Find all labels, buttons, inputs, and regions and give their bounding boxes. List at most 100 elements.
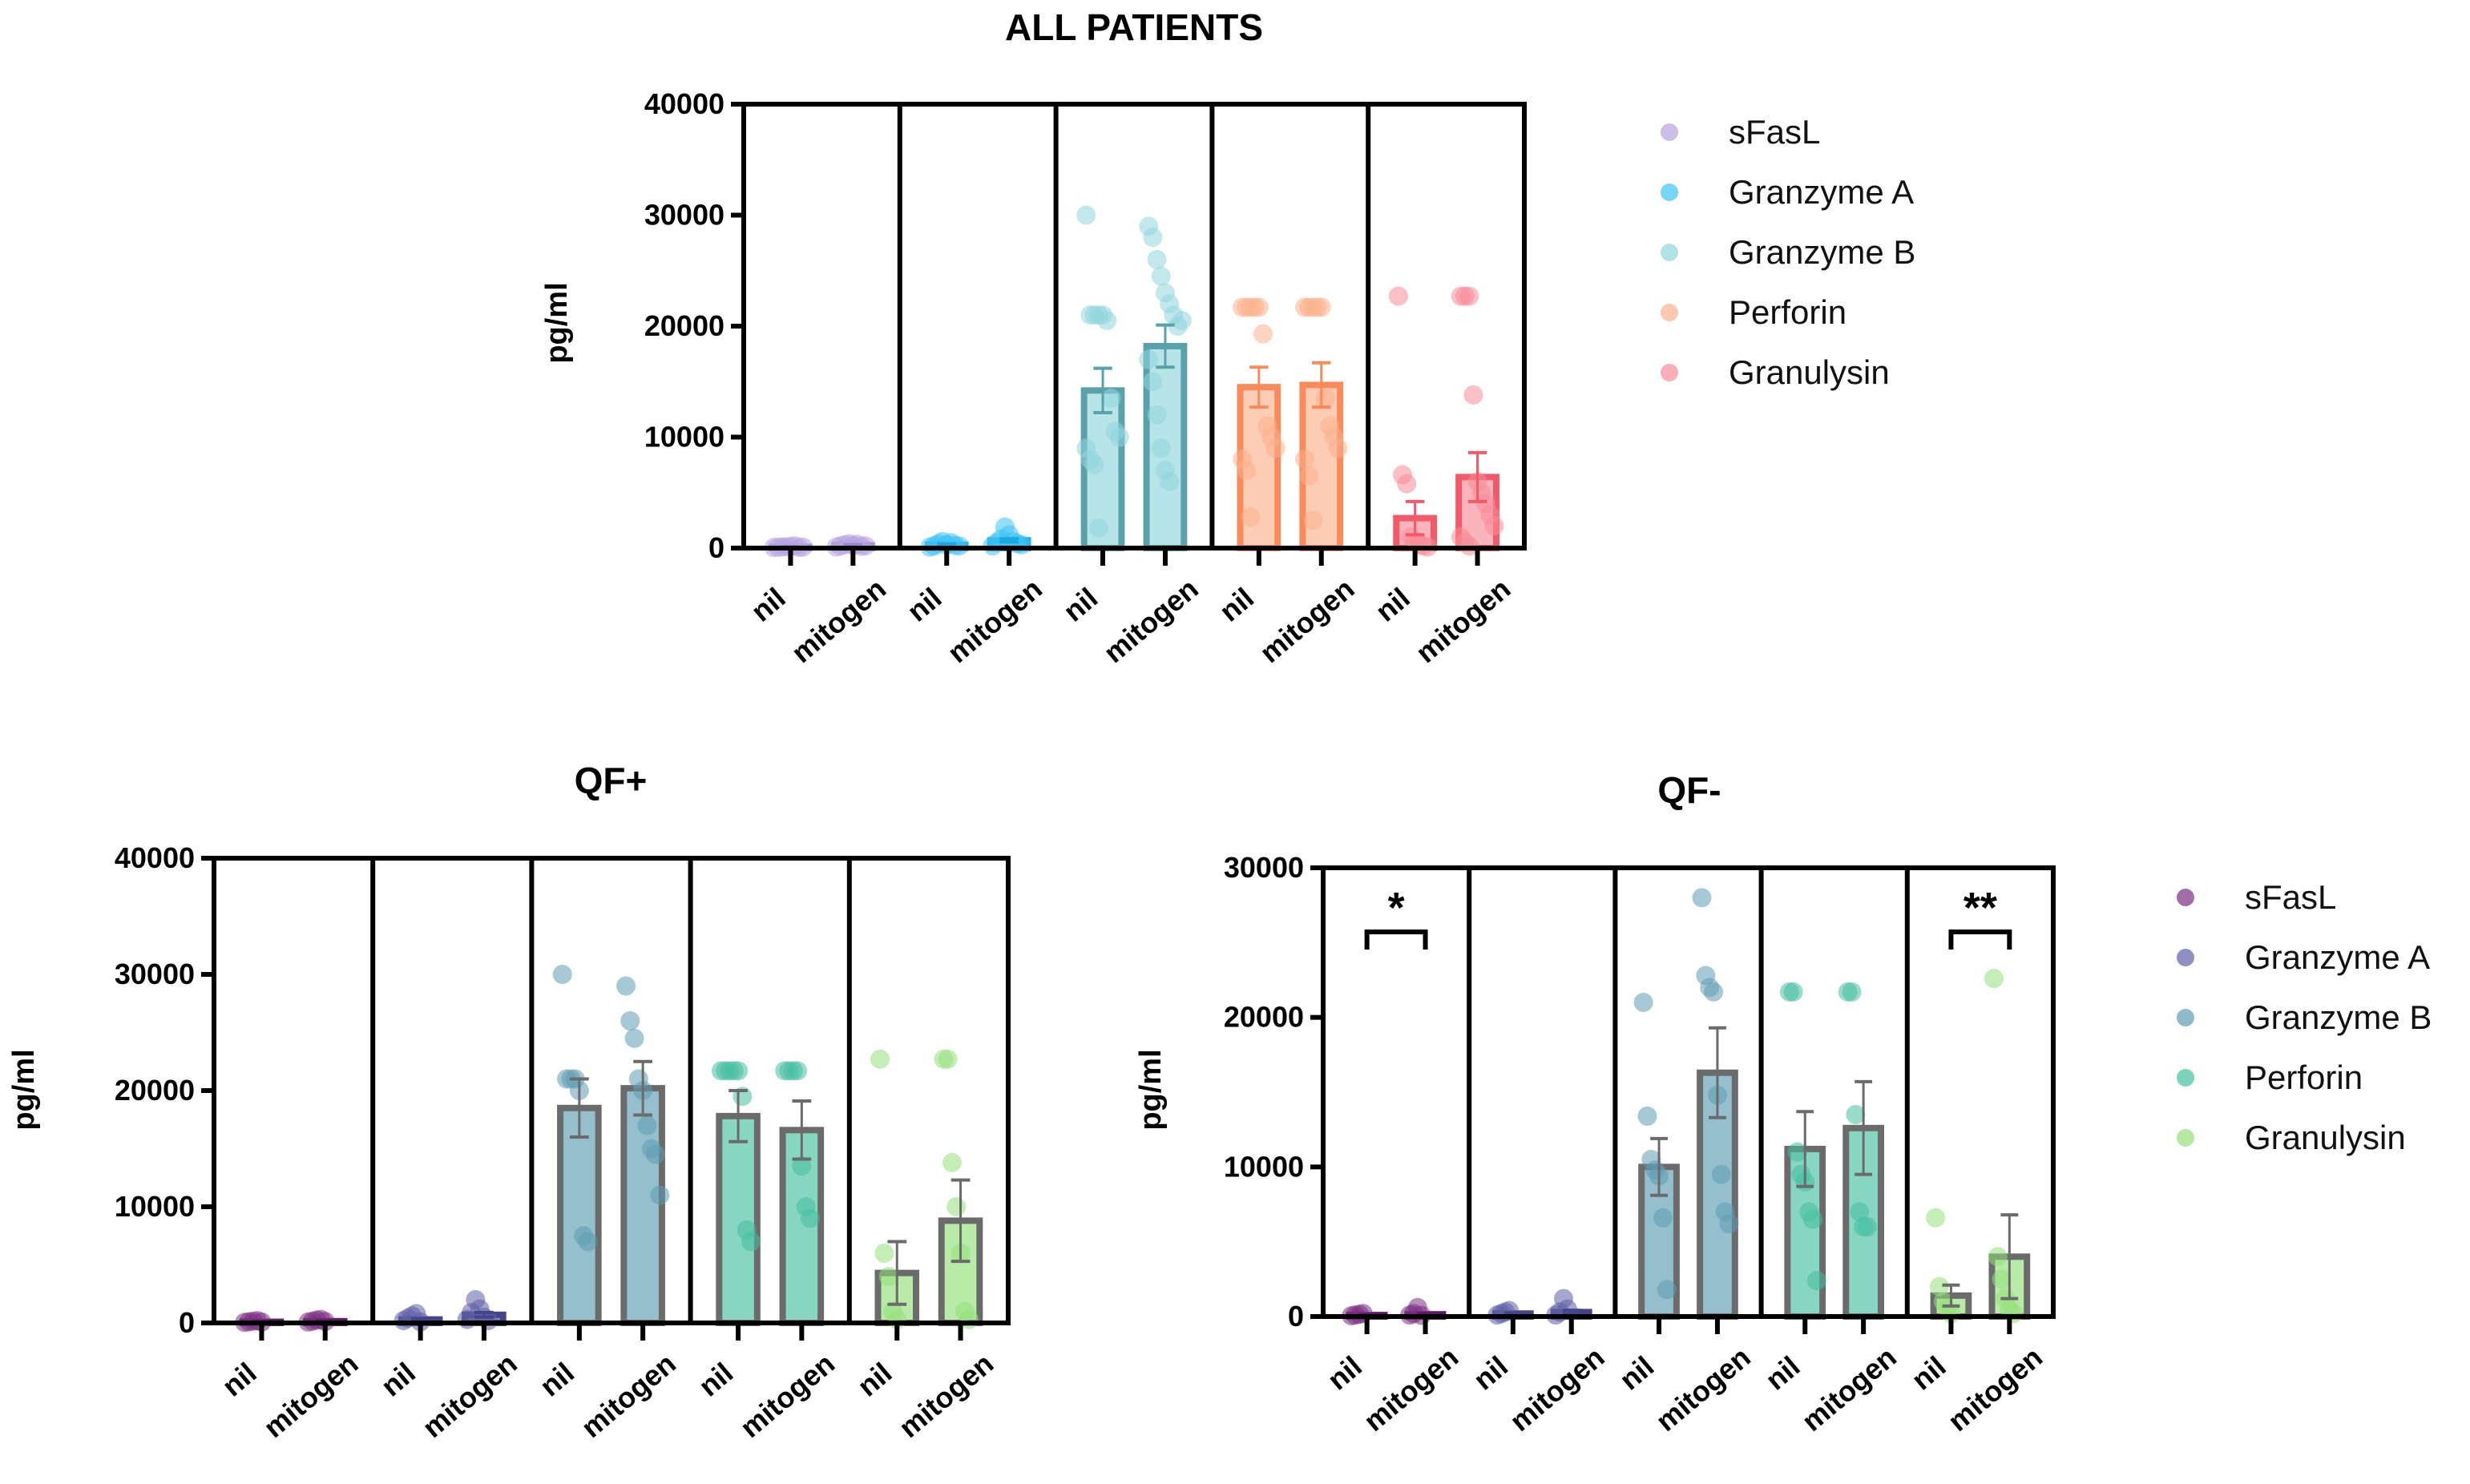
data-point [1172, 311, 1192, 331]
data-point [874, 1244, 894, 1263]
x-tick-label-mitogen: mitogen [1097, 572, 1205, 669]
legend-label: Perforin [1729, 293, 1846, 331]
x-tick-label-mitogen: mitogen [734, 1347, 841, 1444]
y-tick-label: 10000 [1224, 1150, 1304, 1183]
y-tick-label: 10000 [644, 421, 724, 454]
legend-label: Granulysin [2245, 1119, 2406, 1156]
y-tick-label: 10000 [115, 1190, 195, 1223]
legend-label: sFasL [1729, 113, 1820, 151]
significance-label: ** [1963, 884, 1997, 932]
legend-label: Granzyme B [2245, 998, 2432, 1036]
legend-marker [2177, 889, 2194, 906]
y-axis-label: pg/ml [540, 282, 574, 363]
y-tick-label: 0 [179, 1306, 195, 1339]
x-tick-label-nil: nil [901, 581, 948, 627]
data-point [1988, 1247, 2008, 1267]
x-tick-label-mitogen: mitogen [1253, 572, 1361, 669]
x-tick-label-nil: nil [692, 1356, 740, 1402]
significance-bracket [1948, 930, 2012, 950]
data-point [1315, 389, 1335, 409]
data-point [1463, 385, 1483, 405]
data-point [1147, 405, 1167, 425]
data-point [800, 1208, 820, 1228]
data-point [1328, 438, 1348, 458]
data-point [938, 1049, 958, 1069]
data-point [552, 965, 572, 984]
data-point [1303, 510, 1323, 530]
x-tick-label-mitogen: mitogen [416, 1347, 523, 1444]
data-point [1397, 474, 1417, 494]
data-point [650, 1185, 670, 1205]
y-tick-label: 40000 [115, 841, 195, 874]
y-tick-label: 20000 [1224, 1001, 1304, 1034]
chart-panel-0: ALL PATIENTS pg/ml 0 10000 20000 30000 40000 ni… [540, 6, 1915, 669]
data-point [1139, 349, 1159, 369]
data-point [1850, 1202, 1870, 1222]
bar-perforin-nil [716, 1112, 761, 1327]
x-tick-label-mitogen: mitogen [785, 572, 893, 669]
data-point [946, 1197, 967, 1216]
data-point [1704, 982, 1724, 1002]
data-point [1097, 311, 1117, 331]
data-point [1311, 297, 1331, 317]
legend-marker [1661, 123, 1678, 141]
y-tick-label: 20000 [115, 1074, 195, 1107]
x-tick-label-nil: nil [1369, 581, 1416, 627]
data-point [1241, 507, 1261, 527]
x-tick-label-mitogen: mitogen [1942, 1341, 2049, 1438]
y-tick-label: 0 [708, 531, 724, 564]
x-tick-label-nil: nil [745, 581, 792, 627]
data-point [1637, 1106, 1657, 1126]
data-point [1984, 969, 2004, 989]
data-point [1299, 466, 1319, 486]
data-point [1388, 286, 1408, 306]
y-tick-label: 40000 [644, 87, 724, 120]
significance-bracket [1364, 930, 1428, 950]
data-point [788, 1061, 808, 1081]
data-point [1657, 1280, 1677, 1300]
data-point [1249, 297, 1269, 317]
data-point [1151, 438, 1171, 458]
data-point [1992, 1269, 2012, 1289]
data-point [1787, 1142, 1807, 1162]
y-tick-label: 30000 [644, 199, 724, 232]
x-tick-label-mitogen: mitogen [575, 1347, 682, 1444]
data-point [1084, 455, 1104, 475]
data-point [1846, 1105, 1866, 1124]
x-tick-label-mitogen: mitogen [1503, 1341, 1611, 1438]
data-point [1857, 1217, 1877, 1236]
x-tick-label-nil: nil [374, 1356, 422, 1402]
x-tick-label-nil: nil [1213, 581, 1261, 627]
data-point [645, 1144, 665, 1164]
legend-label: Perforin [2245, 1059, 2363, 1096]
x-tick-label-nil: nil [1759, 1349, 1806, 1396]
data-point [942, 1152, 962, 1172]
data-point [870, 1049, 890, 1069]
x-tick-label-nil: nil [1905, 1349, 1952, 1396]
x-tick-label-mitogen: mitogen [1795, 1341, 1903, 1438]
legend-marker [1661, 244, 1678, 261]
y-tick-label: 30000 [115, 958, 195, 990]
data-point [1806, 1271, 1826, 1291]
data-point [637, 1115, 657, 1135]
data-point [1147, 249, 1167, 269]
data-point [1265, 438, 1285, 458]
bar-granzyme-b-nil [557, 1104, 602, 1326]
data-point [1484, 516, 1504, 536]
legend-label: sFasL [2245, 878, 2336, 916]
legend-label: Granzyme A [1729, 173, 1914, 211]
data-point [1692, 888, 1712, 908]
data-point [878, 1267, 898, 1286]
x-tick-label-mitogen: mitogen [1410, 572, 1517, 669]
data-point [1929, 1276, 1949, 1296]
significance-label: * [1388, 884, 1405, 932]
data-point [1633, 993, 1653, 1012]
x-tick-label-nil: nil [1467, 1349, 1515, 1396]
chart-title: QF+ [575, 760, 648, 801]
x-tick-label-nil: nil [1613, 1349, 1661, 1396]
data-point [1711, 1164, 1731, 1184]
data-point [1926, 1208, 1946, 1228]
data-point [1143, 372, 1163, 392]
data-point [620, 1011, 640, 1030]
data-point [578, 1232, 598, 1252]
